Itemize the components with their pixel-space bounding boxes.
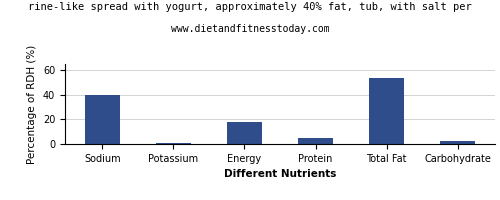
Bar [440, 141, 476, 144]
X-axis label: Different Nutrients: Different Nutrients [224, 169, 336, 179]
Bar [369, 78, 404, 144]
Text: rine-like spread with yogurt, approximately 40% fat, tub, with salt per: rine-like spread with yogurt, approximat… [28, 2, 472, 12]
Bar [84, 95, 120, 144]
Text: www.dietandfitnesstoday.com: www.dietandfitnesstoday.com [170, 24, 330, 34]
Bar [298, 138, 334, 144]
Bar [156, 143, 191, 144]
Y-axis label: Percentage of RDH (%): Percentage of RDH (%) [28, 44, 38, 164]
Bar [226, 122, 262, 144]
